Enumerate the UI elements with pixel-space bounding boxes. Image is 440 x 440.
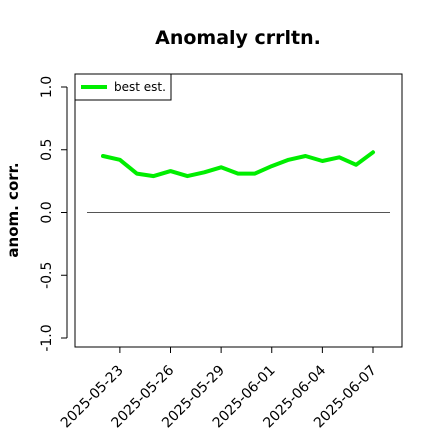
series-layer — [101, 150, 375, 179]
data-point — [338, 156, 341, 159]
data-point — [321, 159, 324, 163]
data-point — [203, 171, 206, 174]
data-point — [236, 172, 240, 175]
y-tick-label: 0.5 — [39, 139, 55, 161]
y-tick-label: -1.0 — [39, 324, 55, 351]
y-tick-label: 0.0 — [39, 201, 55, 223]
data-point — [270, 164, 273, 168]
data-point — [186, 174, 189, 178]
data-point — [152, 174, 155, 178]
y-axis-label: anom. corr. — [4, 162, 22, 257]
y-tick-label: -0.5 — [39, 262, 55, 289]
chart-title: Anomaly crrltn. — [155, 27, 321, 49]
data-point — [135, 172, 138, 175]
legend: best est. — [74, 73, 172, 101]
data-point — [219, 166, 223, 169]
data-point — [253, 172, 257, 175]
data-point — [118, 158, 122, 161]
data-point — [354, 163, 358, 166]
data-point — [304, 154, 307, 158]
y-axis: -1.0 -0.5 0.0 0.5 1.0 — [39, 76, 68, 352]
plot-frame — [74, 73, 403, 348]
data-point — [169, 169, 172, 173]
data-point — [101, 154, 105, 158]
x-axis: 2025-05-232025-05-262025-05-292025-06-01… — [58, 346, 380, 431]
y-tick-label: 1.0 — [39, 76, 55, 98]
legend-label-best-est: best est. — [114, 80, 166, 94]
data-point — [287, 158, 290, 161]
data-point — [371, 151, 375, 154]
